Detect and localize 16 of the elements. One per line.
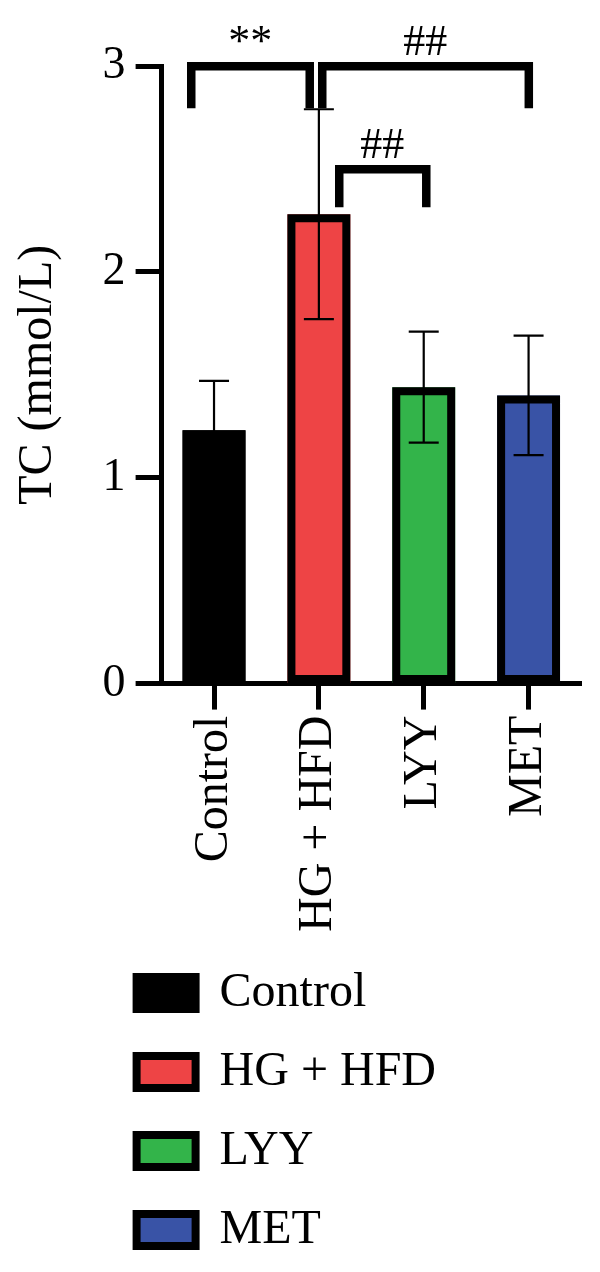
annotation: ##	[403, 16, 448, 65]
annotation: ##	[360, 119, 405, 168]
annotation: **	[228, 16, 273, 65]
legend-label: Control	[219, 962, 367, 1016]
y-tick-label: 0	[102, 654, 126, 706]
y-tick-label: 2	[102, 242, 126, 294]
legend-label: MET	[219, 1199, 321, 1253]
y-tick-label: 1	[102, 448, 126, 500]
x-tick-label: Control	[183, 715, 237, 863]
x-tick-label: HG + HFD	[288, 715, 342, 932]
x-tick-label: MET	[498, 715, 552, 817]
y-axis-title: TC (mmol/L)	[8, 244, 63, 505]
x-tick-label: LYY	[393, 715, 447, 810]
y-tick-label: 3	[102, 37, 126, 89]
legend-label: HG + HFD	[219, 1041, 437, 1095]
legend-label: LYY	[219, 1120, 314, 1174]
